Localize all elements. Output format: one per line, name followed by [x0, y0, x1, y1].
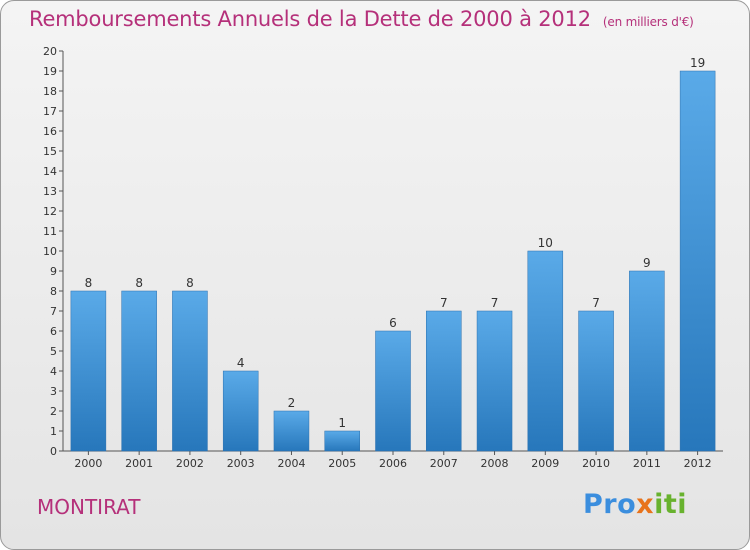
x-tick-label: 2006 — [379, 457, 407, 470]
y-tick-label: 18 — [43, 85, 57, 98]
y-tick-label: 7 — [50, 305, 57, 318]
y-tick-label: 3 — [50, 385, 57, 398]
x-tick-label: 2008 — [481, 457, 509, 470]
unit-note: (en milliers d'€) — [602, 15, 694, 29]
bar-value-label: 9 — [643, 256, 651, 270]
bar — [121, 290, 157, 452]
x-tick-label: 2000 — [74, 457, 102, 470]
y-tick-label: 13 — [43, 185, 57, 198]
y-tick-label: 10 — [43, 245, 57, 258]
y-tick-label: 15 — [43, 145, 57, 158]
y-tick-label: 0 — [50, 445, 57, 458]
logo-part-2: x — [636, 489, 655, 520]
bar-value-label: 7 — [592, 296, 600, 310]
y-tick-label: 9 — [50, 265, 57, 278]
x-tick-label: 2005 — [328, 457, 356, 470]
bar-value-label: 8 — [186, 276, 194, 290]
y-tick-label: 16 — [43, 125, 57, 138]
bar-value-label: 2 — [288, 396, 296, 410]
x-tick-label: 2007 — [430, 457, 458, 470]
bar-value-label: 7 — [440, 296, 448, 310]
bar — [578, 310, 614, 452]
bar-value-label: 1 — [338, 416, 346, 430]
bar — [375, 330, 411, 452]
x-tick-label: 2012 — [684, 457, 712, 470]
bar-value-label: 4 — [237, 356, 245, 370]
y-tick-label: 1 — [50, 425, 57, 438]
bar — [629, 270, 665, 452]
y-tick-label: 8 — [50, 285, 57, 298]
chart-title: Remboursements Annuels de la Dette de 20… — [29, 7, 694, 31]
y-tick-label: 2 — [50, 405, 57, 418]
bar-value-label: 19 — [690, 56, 705, 70]
logo-part-3: iti — [654, 489, 687, 520]
x-tick-label: 2004 — [277, 457, 305, 470]
bar-value-label: 8 — [135, 276, 143, 290]
y-tick-label: 20 — [43, 45, 57, 58]
y-tick-label: 12 — [43, 205, 57, 218]
x-tick-label: 2009 — [531, 457, 559, 470]
y-tick-label: 11 — [43, 225, 57, 238]
y-tick-label: 14 — [43, 165, 57, 178]
bar — [476, 310, 513, 452]
bar — [324, 430, 360, 452]
x-tick-label: 2010 — [582, 457, 610, 470]
y-tick-label: 19 — [43, 65, 57, 78]
bar — [222, 370, 259, 452]
x-tick-label: 2001 — [125, 457, 153, 470]
bar — [527, 250, 564, 452]
x-tick-label: 2002 — [176, 457, 204, 470]
x-tick-label: 2011 — [633, 457, 661, 470]
bar — [172, 290, 208, 452]
y-tick-label: 4 — [50, 365, 57, 378]
logo-part-1: Pro — [583, 489, 637, 520]
proxiti-logo: Proxiti — [583, 489, 687, 520]
y-tick-label: 6 — [50, 325, 57, 338]
y-tick-label: 5 — [50, 345, 57, 358]
bar — [679, 70, 716, 452]
bar-value-label: 10 — [538, 236, 553, 250]
x-tick-label: 2003 — [227, 457, 255, 470]
bar-value-label: 6 — [389, 316, 397, 330]
y-tick-label: 17 — [43, 105, 57, 118]
bar-value-label: 7 — [491, 296, 499, 310]
bar — [273, 410, 310, 452]
bar — [426, 310, 462, 452]
bar — [70, 290, 107, 452]
commune-name: MONTIRAT — [37, 495, 141, 519]
bar-value-label: 8 — [85, 276, 93, 290]
